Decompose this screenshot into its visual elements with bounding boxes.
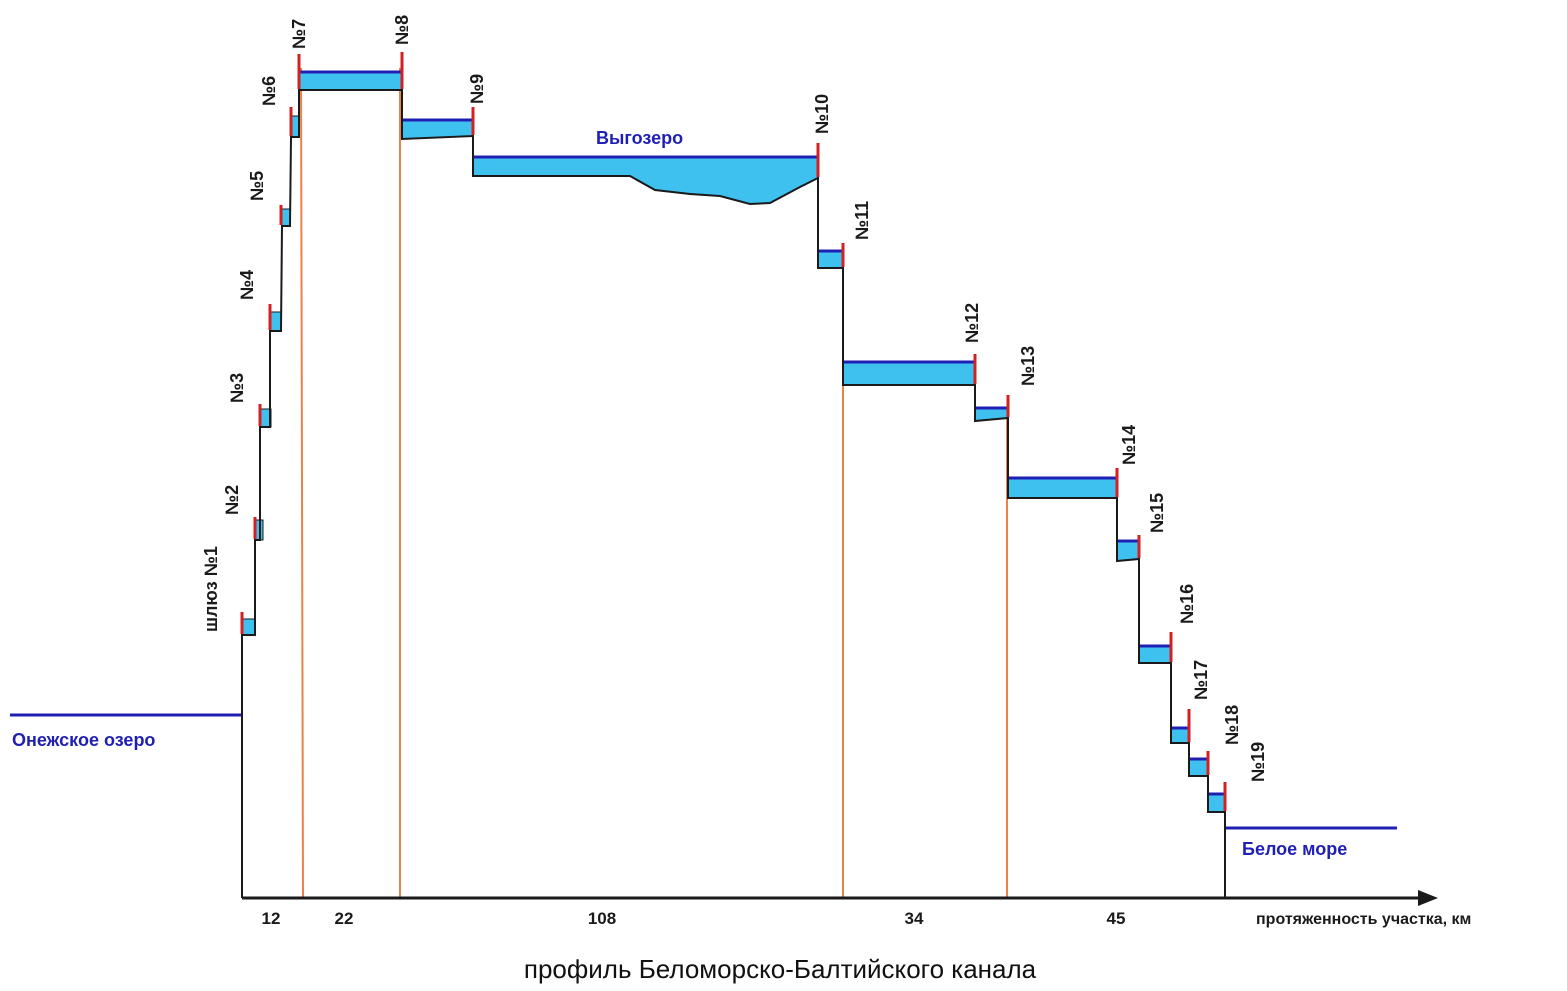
onega-lake-label: Онежское озеро — [12, 730, 155, 750]
white-sea-label: Белое море — [1242, 839, 1347, 859]
reach-pool — [842, 361, 976, 386]
lock-label-3: №3 — [227, 373, 247, 403]
lock-label-12: №12 — [962, 303, 982, 343]
canal-bottom-profile — [241, 89, 1226, 898]
lock-label-2: №2 — [222, 485, 242, 515]
lock-label-1: шлюз №1 — [201, 546, 221, 632]
lock-label-4: №4 — [237, 270, 257, 300]
reach-pool — [241, 618, 256, 636]
lock-label-11: №11 — [852, 201, 872, 240]
canal-reaches — [241, 71, 1226, 813]
divider-line — [300, 67, 304, 899]
x-axis-label: протяженность участка, км — [1256, 911, 1471, 928]
lock-label-15: №15 — [1147, 493, 1167, 533]
reach-pool — [1207, 793, 1226, 813]
lock-label-8: №8 — [392, 15, 412, 45]
lock-markers — [240, 52, 1227, 811]
water-surface-lines — [299, 70, 1225, 796]
section-length-label: 22 — [335, 909, 354, 928]
lock-label-17: №17 — [1191, 660, 1211, 700]
section-length-label: 12 — [262, 909, 281, 928]
lock-label-13: №13 — [1018, 346, 1038, 386]
section-length-label: 34 — [905, 909, 924, 928]
reach-pool — [281, 208, 291, 227]
lock-label-7: №7 — [289, 19, 309, 49]
vygozero-pool — [472, 156, 819, 205]
lock-labels: шлюз №1 №2 №3 №4 №5 №6 №7 №8 №9 №10 №11 … — [201, 15, 1268, 782]
vygozero-label: Выгозеро — [596, 128, 683, 148]
lock-label-10: №10 — [812, 94, 832, 134]
reach-pool — [298, 71, 403, 91]
reach-pool — [1138, 645, 1172, 664]
reach-pool — [269, 311, 282, 332]
lock-label-5: №5 — [247, 171, 267, 201]
section-length-label: 45 — [1107, 909, 1126, 928]
reach-pool — [1116, 540, 1140, 562]
x-axis-arrow-icon — [1418, 890, 1438, 906]
reach-pool — [1188, 758, 1209, 777]
diagram-title: профиль Беломорско-Балтийского канала — [524, 954, 1037, 984]
lock-label-19: №19 — [1248, 742, 1268, 782]
lock-label-16: №16 — [1177, 584, 1197, 624]
reach-pool — [1007, 477, 1118, 499]
reach-pool — [817, 250, 844, 269]
section-length-label: 108 — [588, 909, 616, 928]
section-dividers — [300, 67, 1008, 899]
section-length-labels: 12 22 108 34 45 — [262, 909, 1126, 928]
lock-label-14: №14 — [1119, 425, 1139, 465]
lock-label-9: №9 — [467, 74, 487, 104]
reach-pool — [1170, 727, 1190, 744]
lock-label-6: №6 — [259, 76, 279, 106]
lock-label-18: №18 — [1222, 705, 1242, 745]
